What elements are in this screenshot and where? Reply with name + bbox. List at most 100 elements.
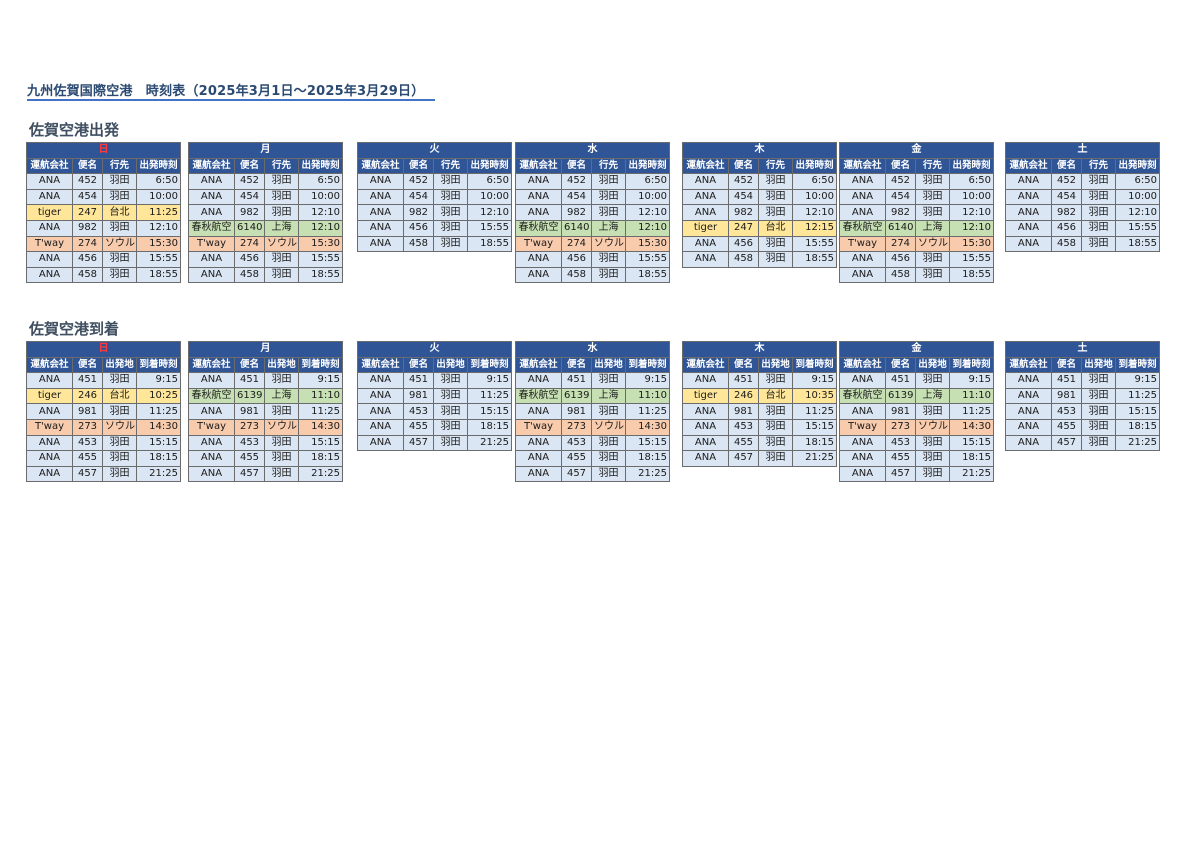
operator-cell: ANA: [682, 188, 729, 206]
flight-number-cell: 246: [72, 387, 103, 405]
flight-number-cell: 458: [1051, 235, 1082, 253]
airport-cell: 羽田: [915, 266, 950, 284]
flight-number-cell: 247: [72, 204, 103, 221]
flight-row: ANA 457 羽田 21:25: [839, 465, 994, 483]
airport-cell: 上海: [591, 219, 626, 237]
operator-cell: ANA: [682, 372, 729, 389]
airport-cell: 羽田: [591, 450, 626, 467]
flight-row: 春秋航空 6140 上海 12:10: [188, 219, 343, 237]
operator-cell: T'way: [188, 235, 235, 253]
operator-cell: ANA: [515, 403, 562, 420]
column-header: 出発地: [433, 356, 468, 374]
time-cell: 12:10: [1115, 204, 1160, 221]
column-header: 運航会社: [682, 157, 729, 175]
time-cell: 15:15: [949, 434, 994, 452]
flight-row: ANA 451 羽田 9:15: [682, 372, 837, 389]
time-cell: 18:55: [298, 266, 343, 284]
flight-row: ANA 453 羽田 15:15: [515, 434, 670, 452]
flight-number-cell: 458: [885, 266, 916, 284]
flight-row: ANA 451 羽田 9:15: [357, 372, 512, 389]
flight-row: ANA 453 羽田 15:15: [357, 403, 512, 420]
flight-number-cell: 456: [728, 235, 759, 253]
operator-cell: ANA: [26, 219, 73, 237]
flight-row: ANA 456 羽田 15:55: [839, 251, 994, 268]
time-cell: 18:15: [467, 418, 512, 436]
flight-number-cell: 246: [728, 387, 759, 405]
column-header: 便名: [885, 157, 916, 175]
flight-row: ANA 458 羽田 18:55: [357, 235, 512, 253]
airport-cell: 羽田: [1081, 219, 1116, 237]
timetable-arrivals-day-0: 日運航会社 便名 出発地 到着時刻 ANA 451 羽田 9:15 tiger 246 台北 10:2…: [26, 341, 181, 483]
column-header: 出発地: [1081, 356, 1116, 374]
time-cell: 10:00: [467, 188, 512, 206]
flight-row: ANA 454 羽田 10:00: [1005, 188, 1160, 206]
column-header: 出発時刻: [136, 157, 181, 175]
airport-cell: 羽田: [264, 266, 299, 284]
flight-row: T'way 273 ソウル 14:30: [188, 418, 343, 436]
flight-row: ANA 982 羽田 12:10: [188, 204, 343, 221]
time-cell: 11:25: [1115, 387, 1160, 405]
airport-cell: 台北: [758, 387, 793, 405]
time-cell: 12:10: [625, 204, 670, 221]
time-cell: 15:55: [792, 235, 837, 253]
flight-number-cell: 453: [72, 434, 103, 452]
time-cell: 18:55: [1115, 235, 1160, 253]
day-header: 土: [1005, 341, 1160, 358]
flight-row: ANA 451 羽田 9:15: [515, 372, 670, 389]
flight-number-cell: 452: [561, 173, 592, 190]
operator-cell: ANA: [515, 251, 562, 268]
operator-cell: ANA: [682, 403, 729, 420]
flight-number-cell: 456: [234, 251, 265, 268]
flight-row: ANA 454 羽田 10:00: [26, 188, 181, 206]
time-cell: 18:55: [467, 235, 512, 253]
flight-row: ANA 458 羽田 18:55: [188, 266, 343, 284]
time-cell: 6:50: [467, 173, 512, 190]
operator-cell: ANA: [188, 434, 235, 452]
operator-cell: 春秋航空: [515, 219, 562, 237]
column-header: 到着時刻: [625, 356, 670, 374]
operator-cell: T'way: [515, 235, 562, 253]
airport-cell: 羽田: [758, 372, 793, 389]
operator-cell: ANA: [357, 403, 404, 420]
operator-cell: ANA: [682, 450, 729, 467]
flight-number-cell: 982: [885, 204, 916, 221]
day-header: 木: [682, 142, 837, 159]
flight-row: ANA 982 羽田 12:10: [357, 204, 512, 221]
time-cell: 15:55: [136, 251, 181, 268]
operator-cell: ANA: [357, 188, 404, 206]
column-header: 便名: [234, 356, 265, 374]
airport-cell: 羽田: [264, 173, 299, 190]
column-header: 行先: [1081, 157, 1116, 175]
flight-number-cell: 451: [561, 372, 592, 389]
time-cell: 15:30: [136, 235, 181, 253]
flight-number-cell: 457: [72, 465, 103, 483]
operator-cell: ANA: [1005, 219, 1052, 237]
airport-cell: 羽田: [591, 266, 626, 284]
operator-cell: tiger: [26, 387, 73, 405]
day-header: 月: [188, 142, 343, 159]
operator-cell: ANA: [515, 372, 562, 389]
airport-cell: 羽田: [758, 418, 793, 436]
time-cell: 14:30: [298, 418, 343, 436]
operator-cell: ANA: [26, 434, 73, 452]
airport-cell: 羽田: [758, 173, 793, 190]
operator-cell: ANA: [357, 204, 404, 221]
flight-number-cell: 451: [234, 372, 265, 389]
time-cell: 9:15: [949, 372, 994, 389]
time-cell: 18:55: [625, 266, 670, 284]
day-header: 月: [188, 341, 343, 358]
flight-number-cell: 454: [234, 188, 265, 206]
time-cell: 11:25: [298, 403, 343, 420]
airport-cell: 羽田: [264, 372, 299, 389]
time-cell: 11:10: [625, 387, 670, 405]
operator-cell: T'way: [839, 235, 886, 253]
flight-row: T'way 274 ソウル 15:30: [839, 235, 994, 253]
operator-cell: ANA: [515, 266, 562, 284]
operator-cell: ANA: [682, 251, 729, 268]
flight-number-cell: 457: [885, 465, 916, 483]
flight-number-cell: 452: [72, 173, 103, 190]
operator-cell: ANA: [1005, 387, 1052, 405]
operator-cell: T'way: [839, 418, 886, 436]
airport-cell: 羽田: [433, 188, 468, 206]
operator-cell: ANA: [515, 188, 562, 206]
